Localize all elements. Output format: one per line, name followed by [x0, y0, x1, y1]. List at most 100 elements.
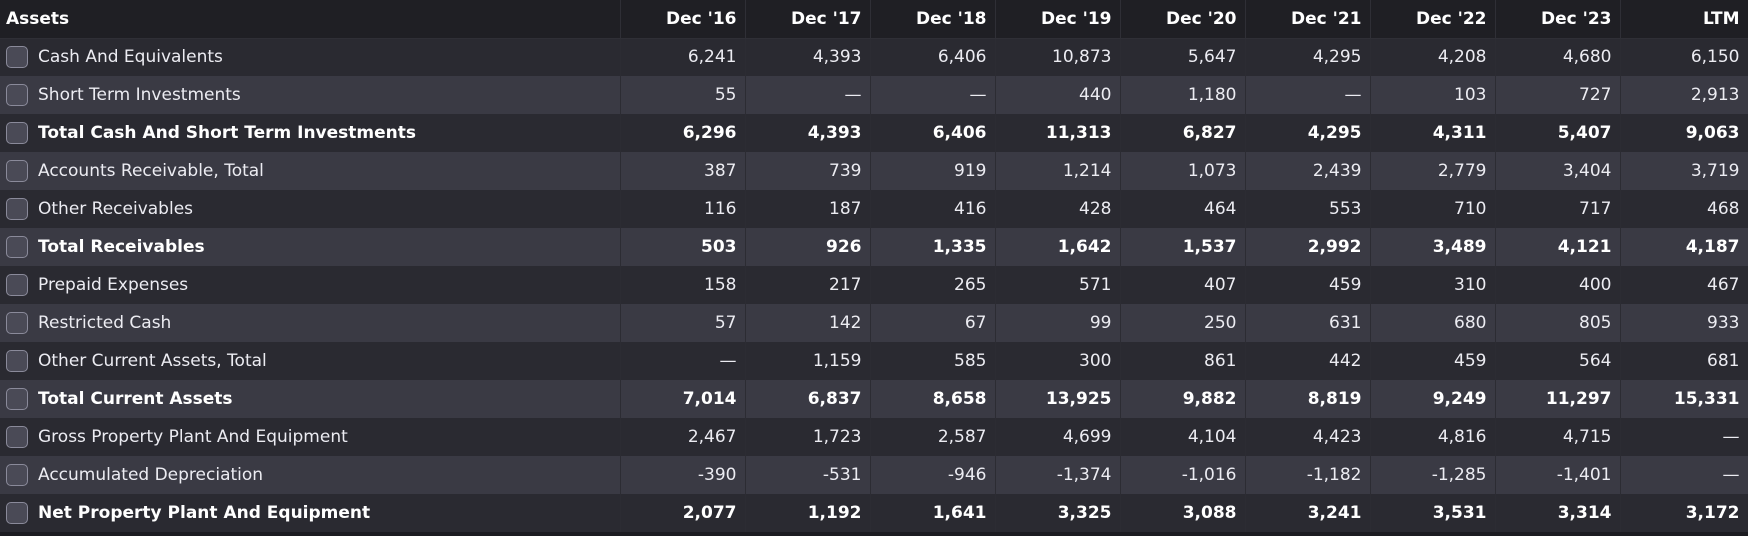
row-checkbox[interactable] [6, 350, 28, 372]
value-cell: 15,331 [1620, 380, 1748, 418]
row-checkbox[interactable] [6, 502, 28, 524]
value-cell: 3,489 [1370, 228, 1496, 266]
value-cell: 7,014 [620, 380, 746, 418]
value-cell: 407 [1120, 266, 1246, 304]
value-cell: 9,882 [1120, 380, 1246, 418]
value-cell: -390 [620, 456, 746, 494]
value-cell: 564 [1495, 342, 1621, 380]
header-period-6[interactable]: Dec '22 [1370, 0, 1496, 39]
header-period-8[interactable]: LTM [1620, 0, 1748, 39]
row-label-cell: Other Current Assets, Total [0, 342, 621, 380]
row-checkbox[interactable] [6, 388, 28, 410]
header-period-7[interactable]: Dec '23 [1495, 0, 1621, 39]
row-checkbox[interactable] [6, 464, 28, 486]
value-cell: 1,642 [995, 228, 1121, 266]
row-label-cell: Net Property Plant And Equipment [0, 494, 621, 532]
value-cell: — [1245, 76, 1371, 114]
value-cell: 9,249 [1370, 380, 1496, 418]
row-label-cell: Prepaid Expenses [0, 266, 621, 304]
value-cell: 6,406 [870, 38, 996, 76]
table-row: Other Receivables 116 187 416 428 464 553 710 71… [0, 190, 1748, 228]
value-cell: 116 [620, 190, 746, 228]
row-label-cell: Accounts Receivable, Total [0, 152, 621, 190]
value-cell: 4,295 [1245, 38, 1371, 76]
value-cell: 8,819 [1245, 380, 1371, 418]
value-cell: 926 [745, 228, 871, 266]
value-cell: 2,779 [1370, 152, 1496, 190]
header-period-0[interactable]: Dec '16 [620, 0, 746, 39]
value-cell: 3,404 [1495, 152, 1621, 190]
value-cell: 459 [1245, 266, 1371, 304]
header-period-2[interactable]: Dec '18 [870, 0, 996, 39]
row-label: Accumulated Depreciation [38, 465, 264, 485]
value-cell: 861 [1120, 342, 1246, 380]
value-cell: 6,827 [1120, 114, 1246, 152]
value-cell: 265 [870, 266, 996, 304]
header-period-5[interactable]: Dec '21 [1245, 0, 1371, 39]
value-cell: 4,393 [745, 38, 871, 76]
row-checkbox[interactable] [6, 122, 28, 144]
value-cell: 468 [1620, 190, 1748, 228]
value-cell: 933 [1620, 304, 1748, 342]
value-cell: 4,680 [1495, 38, 1621, 76]
value-cell: 2,077 [620, 494, 746, 532]
value-cell: 1,641 [870, 494, 996, 532]
row-label-cell: Other Receivables [0, 190, 621, 228]
value-cell: 3,241 [1245, 494, 1371, 532]
value-cell: 3,719 [1620, 152, 1748, 190]
header-period-1[interactable]: Dec '17 [745, 0, 871, 39]
value-cell: 3,172 [1620, 494, 1748, 532]
value-cell: 631 [1245, 304, 1371, 342]
row-label: Total Current Assets [38, 389, 233, 409]
table-row: Cash And Equivalents 6,241 4,393 6,406 10,87… [0, 38, 1748, 76]
value-cell: 553 [1245, 190, 1371, 228]
value-cell: 310 [1370, 266, 1496, 304]
value-cell: 585 [870, 342, 996, 380]
value-cell: 158 [620, 266, 746, 304]
row-label-cell: Short Term Investments [0, 76, 621, 114]
table-row: Total Receivables 503 926 1,335 1,642 1,537 2,… [0, 228, 1748, 266]
value-cell: 464 [1120, 190, 1246, 228]
row-checkbox[interactable] [6, 198, 28, 220]
value-cell: 11,313 [995, 114, 1121, 152]
row-checkbox[interactable] [6, 160, 28, 182]
value-cell: -1,182 [1245, 456, 1371, 494]
value-cell: 1,180 [1120, 76, 1246, 114]
value-cell: -946 [870, 456, 996, 494]
header-period-3[interactable]: Dec '19 [995, 0, 1121, 39]
value-cell: 6,150 [1620, 38, 1748, 76]
value-cell: 440 [995, 76, 1121, 114]
row-label-cell: Cash And Equivalents [0, 38, 621, 76]
row-checkbox[interactable] [6, 46, 28, 69]
table-row: Gross Property Plant And Equipment 2,467 1… [0, 418, 1748, 456]
value-cell: 387 [620, 152, 746, 190]
row-checkbox[interactable] [6, 274, 28, 296]
value-cell: 4,311 [1370, 114, 1496, 152]
value-cell: 250 [1120, 304, 1246, 342]
value-cell: 3,325 [995, 494, 1121, 532]
value-cell: 4,699 [995, 418, 1121, 456]
header-assets[interactable]: Assets [0, 0, 621, 39]
value-cell: 2,439 [1245, 152, 1371, 190]
table-row: Accumulated Depreciation -390 -531 -946 -1,3… [0, 456, 1748, 494]
value-cell: — [745, 76, 871, 114]
row-label: Cash And Equivalents [38, 47, 223, 68]
value-cell: 710 [1370, 190, 1496, 228]
row-checkbox[interactable] [6, 84, 28, 106]
row-checkbox[interactable] [6, 236, 28, 258]
row-label: Restricted Cash [38, 313, 172, 333]
value-cell: 467 [1620, 266, 1748, 304]
row-checkbox[interactable] [6, 312, 28, 334]
table-body: Cash And Equivalents 6,241 4,393 6,406 10,87… [0, 38, 1748, 532]
value-cell: 1,537 [1120, 228, 1246, 266]
row-checkbox[interactable] [6, 426, 28, 448]
value-cell: 919 [870, 152, 996, 190]
table-row: Prepaid Expenses 158 217 265 571 407 459 310 400… [0, 266, 1748, 304]
header-period-4[interactable]: Dec '20 [1120, 0, 1246, 39]
row-label: Short Term Investments [38, 85, 241, 105]
row-label: Total Cash And Short Term Investments [38, 123, 417, 143]
value-cell: 8,658 [870, 380, 996, 418]
value-cell: 11,297 [1495, 380, 1621, 418]
value-cell: 6,406 [870, 114, 996, 152]
